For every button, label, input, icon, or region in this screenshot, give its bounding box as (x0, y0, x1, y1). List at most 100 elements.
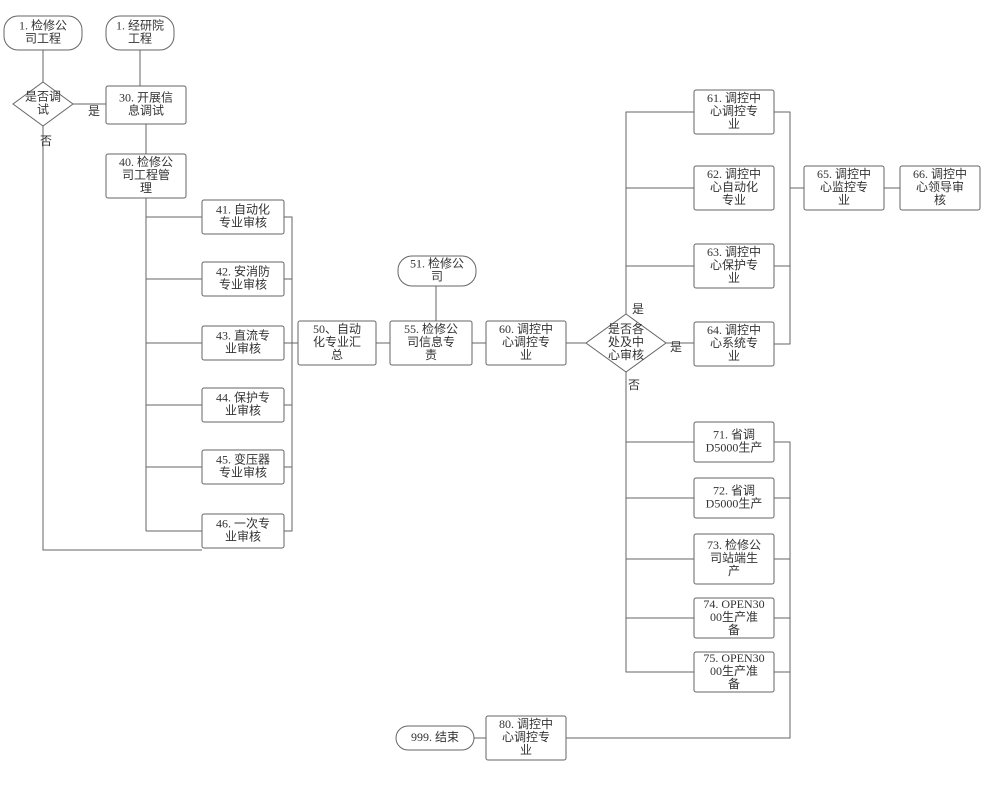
node-label: 总 (331, 348, 343, 362)
node-n65: 65. 调控中心监控专业 (804, 166, 884, 210)
node-label: 心监控专 (820, 179, 868, 194)
node-label: 75. OPEN30 (703, 651, 764, 665)
node-label: 46. 一次专 (216, 515, 270, 530)
node-n75: 75. OPEN3000生产准备 (694, 651, 774, 692)
node-label: 业审核 (225, 528, 261, 543)
node-n55: 55. 检修公司信息专责 (390, 321, 472, 365)
node-n2: 1. 经研院工程 (106, 16, 174, 50)
node-label: 63. 调控中 (707, 244, 761, 259)
node-label: 工程 (128, 30, 152, 45)
node-label: 心领导审 (916, 179, 964, 194)
decision-label: 试 (37, 101, 49, 116)
node-label: 45. 变压器 (216, 451, 270, 466)
branch-label: 是 (670, 340, 682, 354)
node-n999: 999. 结束 (396, 726, 474, 750)
node-label: 业 (728, 117, 740, 131)
node-label: 业 (728, 349, 740, 363)
node-label: 1. 检修公 (19, 17, 67, 32)
node-label: 备 (728, 677, 740, 691)
node-label: 40. 检修公 (119, 154, 173, 169)
node-label: 55. 检修公 (404, 321, 458, 336)
node-label: 息调试 (128, 102, 164, 117)
node-label: 80. 调控中 (499, 716, 553, 731)
node-label: 心调控专 (502, 334, 550, 349)
node-label: 66. 调控中 (913, 166, 967, 181)
node-label: 业 (728, 271, 740, 285)
node-label: D5000生产 (706, 496, 763, 510)
node-label: 50、自动 (313, 322, 361, 336)
node-d1_no: 否 (40, 134, 52, 148)
node-label: 业审核 (225, 402, 261, 417)
node-label: 999. 结束 (411, 730, 459, 744)
node-n72: 72. 省调D5000生产 (694, 478, 774, 518)
node-label: 司工程管 (122, 167, 170, 182)
node-label: 理 (140, 181, 152, 195)
node-n30: 30. 开展信息调试 (106, 86, 186, 124)
node-label: 业审核 (225, 340, 261, 355)
node-n43: 43. 直流专业审核 (202, 326, 284, 360)
node-label: 74. OPEN30 (703, 597, 764, 611)
node-label: 专业审核 (219, 276, 267, 291)
node-label: 51. 检修公 (410, 255, 464, 270)
node-label: 73. 检修公 (707, 537, 761, 552)
node-d1: 是否调试 (13, 82, 73, 126)
decision-label: 是否各 (608, 321, 644, 336)
branch-label: 否 (40, 134, 52, 148)
node-label: 64. 调控中 (707, 322, 761, 337)
node-n45: 45. 变压器专业审核 (202, 450, 284, 484)
node-label: 化专业汇 (313, 334, 361, 349)
node-label: D5000生产 (706, 440, 763, 454)
node-label: 核 (934, 193, 946, 207)
node-n40: 40. 检修公司工程管理 (106, 154, 186, 198)
node-d2_yes: 是 (632, 302, 644, 316)
node-label: 专业审核 (219, 464, 267, 479)
node-n80: 80. 调控中心调控专业 (486, 716, 566, 760)
node-label: 30. 开展信 (119, 90, 173, 104)
branch-label: 是 (632, 302, 644, 316)
node-label: 司站端生 (710, 551, 758, 565)
edge (774, 112, 790, 344)
flowchart-canvas: 1. 检修公司工程1. 经研院工程是否调试是否30. 开展信息调试40. 检修公… (0, 0, 1000, 805)
node-label: 42. 安消防 (216, 263, 270, 278)
node-label: 业 (838, 193, 850, 207)
node-n71: 71. 省调D5000生产 (694, 422, 774, 462)
node-n74: 74. OPEN3000生产准备 (694, 597, 774, 638)
node-d2_yes2: 是 (670, 340, 682, 354)
node-label: 44. 保护专 (216, 389, 270, 404)
node-label: 心调控专 (502, 729, 550, 744)
node-n44: 44. 保护专业审核 (202, 388, 284, 422)
node-label: 62. 调控中 (707, 166, 761, 181)
node-n46: 46. 一次专业审核 (202, 514, 284, 548)
node-label: 00生产准 (710, 610, 758, 624)
node-n66: 66. 调控中心领导审核 (900, 166, 980, 210)
edge (626, 372, 694, 672)
node-label: 00生产准 (710, 664, 758, 678)
node-label: 司工程 (25, 30, 61, 45)
node-label: 专业 (722, 192, 746, 207)
node-d1_yes: 是 (88, 104, 100, 118)
node-label: 心自动化 (710, 180, 758, 194)
node-label: 心系统专 (710, 335, 758, 350)
node-n1: 1. 检修公司工程 (4, 16, 82, 50)
branch-label: 是 (88, 104, 100, 118)
node-n51: 51. 检修公司 (398, 255, 476, 286)
decision-label: 心审核 (608, 347, 644, 362)
node-label: 备 (728, 623, 740, 637)
node-label: 61. 调控中 (707, 90, 761, 105)
node-label: 41. 自动化 (216, 202, 270, 216)
node-label: 业 (520, 348, 532, 362)
node-label: 72. 省调 (713, 483, 755, 497)
node-n42: 42. 安消防专业审核 (202, 262, 284, 296)
edge (626, 112, 694, 314)
node-n64: 64. 调控中心系统专业 (694, 322, 774, 366)
node-n63: 63. 调控中心保护专业 (694, 244, 774, 288)
node-label: 司信息专 (407, 334, 455, 349)
decision-label: 是否调 (25, 89, 61, 103)
node-n61: 61. 调控中心调控专业 (694, 90, 774, 134)
node-label: 心调控专 (710, 103, 758, 118)
node-label: 60. 调控中 (499, 321, 553, 336)
node-label: 责 (425, 348, 437, 362)
node-label: 专业审核 (219, 214, 267, 229)
node-label: 1. 经研院 (116, 18, 164, 32)
edge (774, 442, 790, 672)
